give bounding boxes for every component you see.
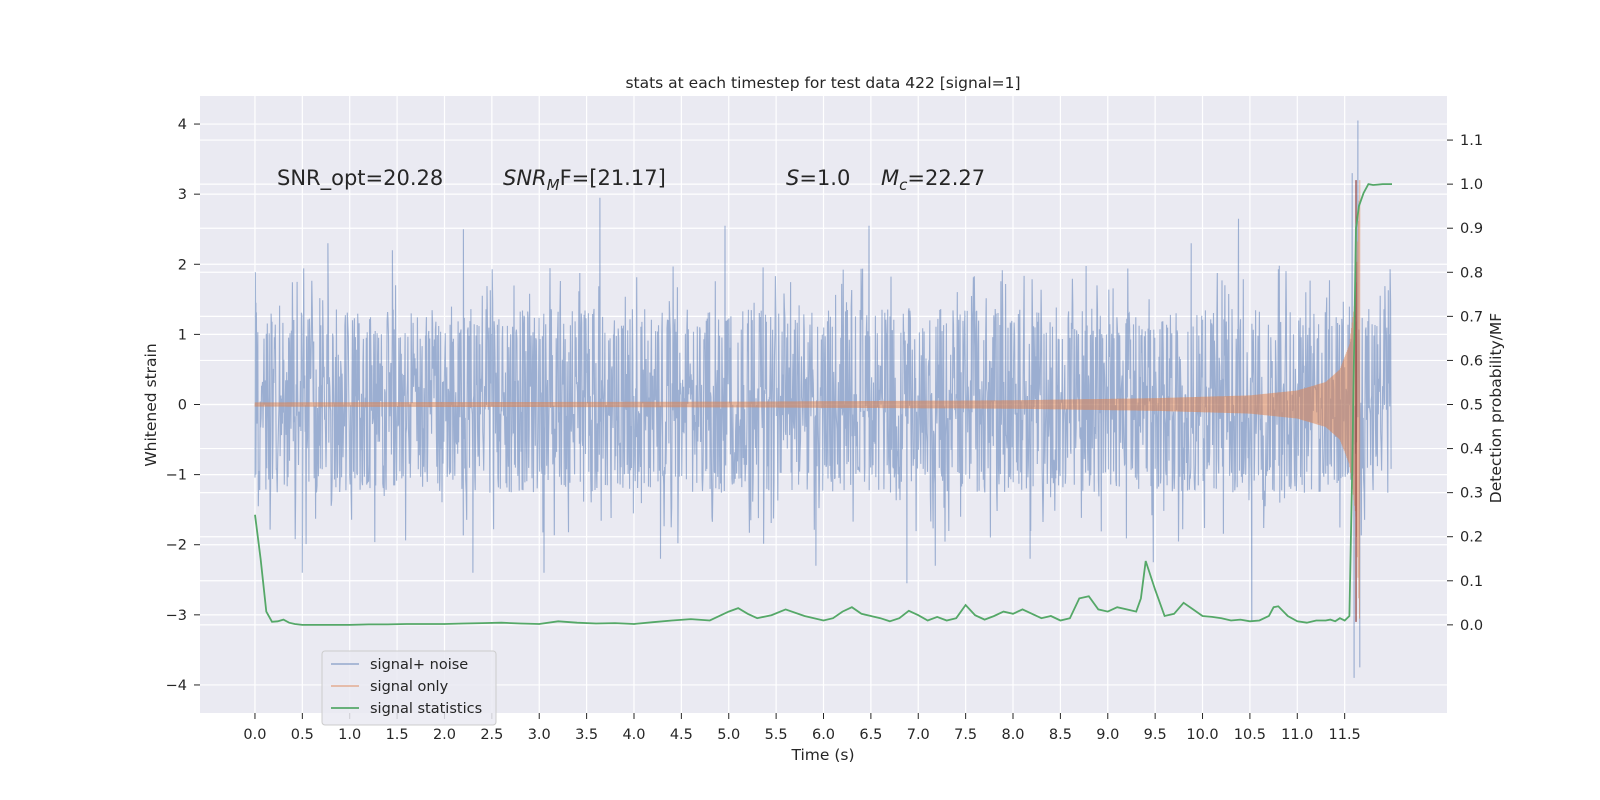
x-tick-label: 6.5 bbox=[859, 727, 882, 743]
series-signal-statistics bbox=[254, 183, 1392, 626]
y-tick-label: 3 bbox=[178, 187, 187, 203]
x-tick-label: 11.0 bbox=[1281, 727, 1313, 743]
y-right-tick-label: 0.3 bbox=[1460, 486, 1483, 502]
y-axis-ticks: 4 3 2 1 0 −1 −2 −3 −4 bbox=[166, 117, 200, 694]
x-tick-label: 9.0 bbox=[1096, 727, 1119, 743]
x-tick-label: 1.0 bbox=[338, 727, 361, 743]
y-tick-label: 4 bbox=[178, 117, 187, 133]
y-right-tick-label: 0.0 bbox=[1460, 618, 1483, 634]
legend-label-signal-only: signal only bbox=[370, 679, 449, 695]
legend: signal+ noise signal only signal statist… bbox=[321, 650, 497, 726]
x-tick-label: 0.0 bbox=[243, 727, 266, 743]
y-tick-label: −2 bbox=[166, 538, 187, 554]
y-tick-label: 0 bbox=[178, 398, 187, 414]
annotation-snr-opt: SNR_opt=20.28 bbox=[277, 166, 443, 191]
signal-only-line bbox=[254, 180, 1361, 619]
x-tick-label: 3.0 bbox=[528, 727, 551, 743]
x-tick-label: 7.5 bbox=[954, 727, 977, 743]
y-right-tick-label: 0.4 bbox=[1460, 442, 1483, 458]
x-tick-label: 4.5 bbox=[670, 727, 693, 743]
x-tick-label: 3.5 bbox=[575, 727, 598, 743]
y-right-tick-label: 0.6 bbox=[1460, 353, 1483, 369]
x-tick-label: 2.5 bbox=[480, 727, 503, 743]
annotation-s-value: =1.0 bbox=[799, 166, 850, 190]
y-tick-label: −4 bbox=[166, 678, 187, 694]
x-tick-label: 7.0 bbox=[907, 727, 930, 743]
annotation-snr-mf-value: F=[21.17] bbox=[560, 166, 666, 190]
annotation-s: S=1.0 bbox=[786, 166, 850, 190]
x-axis-label: Time (s) bbox=[790, 746, 854, 764]
annotation-snr-mf-symbol: SNR bbox=[503, 166, 547, 190]
y-axis-label: Whitened strain bbox=[142, 343, 160, 466]
x-tick-label: 10.0 bbox=[1186, 727, 1218, 743]
annotation-snr-mf: SNRMF=[21.17] bbox=[503, 166, 666, 194]
y-right-axis-label: Detection probability/MF bbox=[1487, 313, 1505, 504]
legend-label-signal-noise: signal+ noise bbox=[370, 657, 468, 673]
annotation-s-symbol: S bbox=[786, 166, 799, 190]
y-tick-label: −3 bbox=[166, 608, 187, 624]
y-right-tick-label: 0.8 bbox=[1460, 265, 1483, 281]
x-tick-label: 9.5 bbox=[1144, 727, 1167, 743]
x-tick-label: 10.5 bbox=[1234, 727, 1266, 743]
x-tick-label: 1.5 bbox=[386, 727, 409, 743]
y-right-axis-ticks: 1.1 1.0 0.9 0.8 0.7 0.6 0.5 0.4 0.3 0.2 0.1 0.0 bbox=[1447, 133, 1483, 634]
y-tick-label: 2 bbox=[178, 257, 187, 273]
legend-label-signal-statistics: signal statistics bbox=[370, 701, 482, 717]
annotation-snr-mf-subscript: M bbox=[547, 176, 560, 194]
annotation-mc-value: =22.27 bbox=[907, 166, 985, 190]
x-tick-label: 8.0 bbox=[1001, 727, 1024, 743]
x-tick-label: 8.5 bbox=[1049, 727, 1072, 743]
x-tick-label: 2.0 bbox=[433, 727, 456, 743]
x-tick-label: 4.0 bbox=[622, 727, 645, 743]
y-right-tick-label: 0.5 bbox=[1460, 398, 1483, 414]
series-signal-noise bbox=[254, 120, 1392, 678]
legend-box bbox=[321, 650, 497, 726]
x-tick-label: 11.5 bbox=[1329, 727, 1361, 743]
y-tick-label: −1 bbox=[166, 468, 187, 484]
annotation-mc: Mc=22.27 bbox=[881, 166, 985, 194]
x-axis-ticks: 0.0 0.5 1.0 1.5 2.0 2.5 3.0 3.5 4.0 4.5 5.0 5.5 6.0 6… bbox=[243, 713, 1361, 743]
y-right-tick-label: 0.9 bbox=[1460, 221, 1483, 237]
x-tick-label: 5.0 bbox=[717, 727, 740, 743]
chart-title: stats at each timestep for test data 422… bbox=[625, 74, 1020, 92]
x-tick-label: 6.0 bbox=[812, 727, 835, 743]
signal-statistics-line bbox=[254, 183, 1392, 626]
annotation-mc-subscript: c bbox=[899, 176, 908, 194]
annotation-mc-symbol: M bbox=[881, 166, 899, 190]
y-right-tick-label: 1.1 bbox=[1460, 133, 1483, 149]
x-tick-label: 5.5 bbox=[765, 727, 788, 743]
y-tick-label: 1 bbox=[178, 327, 187, 343]
y-right-tick-label: 0.1 bbox=[1460, 574, 1483, 590]
signal-noise-line bbox=[254, 120, 1392, 678]
y-right-tick-label: 0.7 bbox=[1460, 309, 1483, 325]
y-right-tick-label: 0.2 bbox=[1460, 530, 1483, 546]
x-tick-label: 0.5 bbox=[291, 727, 314, 743]
y-right-tick-label: 1.0 bbox=[1460, 177, 1483, 193]
